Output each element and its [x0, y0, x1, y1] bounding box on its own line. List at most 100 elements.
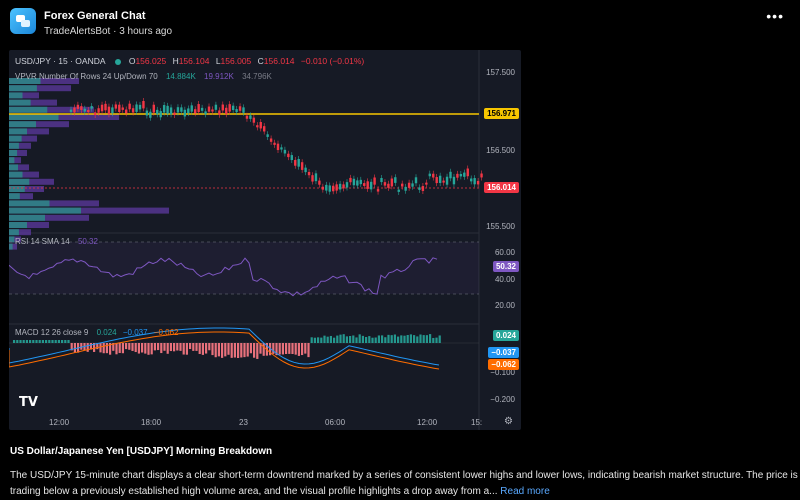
change-value: −0.010 (−0.01%) [300, 56, 365, 66]
macd-histogram-bar [150, 343, 153, 355]
macd-histogram-bar [125, 343, 128, 350]
macd-histogram-bar [377, 335, 380, 343]
macd-histogram-bar [41, 340, 44, 343]
volume-profile-up-bar [9, 128, 27, 135]
macd-histogram-bar [249, 343, 252, 354]
macd-histogram-bar [160, 343, 163, 354]
macd-hist-value: 0.024 [96, 328, 117, 337]
candle-body [107, 106, 111, 115]
volume-profile-bar [9, 171, 39, 178]
rsi-badge: 50.32 [492, 261, 519, 272]
candle-body [245, 115, 249, 119]
macd-histogram-bar [345, 336, 348, 343]
volume-profile-up-bar [9, 193, 20, 200]
candle-body [111, 107, 114, 114]
volume-profile-up-bar [9, 178, 30, 185]
volume-profile-up-bar [9, 171, 23, 178]
close-value: 156.014 [263, 56, 295, 66]
macd-histogram-bar [333, 337, 336, 343]
candle-body [435, 177, 438, 184]
candle-body [397, 189, 400, 192]
candle-body [214, 104, 218, 110]
channel-title[interactable]: Forex General Chat [44, 10, 146, 22]
macd-line-value: −0.037 [122, 328, 148, 337]
macd-histogram-bar [185, 343, 188, 355]
macd-histogram-bar [102, 343, 105, 354]
macd-histogram-bar [121, 343, 124, 354]
rsi-tick: 40.00 [494, 275, 515, 284]
candle-body [256, 125, 259, 128]
candle-body [387, 183, 390, 188]
candle-body [466, 168, 469, 177]
macd-histogram-bar [326, 336, 329, 343]
macd-histogram-bar [67, 340, 70, 343]
candle-body [366, 181, 369, 189]
more-dots-icon[interactable]: ••• [766, 8, 784, 24]
rsi-tick: 20.00 [494, 301, 515, 310]
candle-body [200, 107, 204, 111]
ohlc-legend: USD/JPY · 15 · OANDA O156.025 H156.104 L… [15, 56, 368, 66]
macd-histogram-bar [61, 340, 64, 343]
channel-header: Forex General Chat TradeAlertsBot · 3 ho… [10, 6, 790, 42]
candle-body [69, 109, 73, 112]
macd-histogram-bar [406, 334, 409, 343]
macd-histogram-bar [230, 343, 233, 358]
macd-histogram-bar [304, 343, 307, 354]
price-tick: 155.500 [486, 222, 515, 231]
candle-body [280, 147, 283, 150]
candle-body [449, 171, 452, 179]
chart-image[interactable]: USD/JPY · 15 · OANDA O156.025 H156.104 L… [9, 50, 521, 430]
high-value: 156.104 [178, 56, 210, 66]
macd-histogram-bar [179, 343, 182, 351]
volume-profile-bar [9, 222, 49, 228]
candle-body [273, 142, 276, 145]
macd-histogram-bar [157, 343, 160, 351]
candle-body [380, 178, 383, 183]
price-tick: 156.500 [486, 146, 515, 155]
candle-body [145, 110, 149, 116]
channel-avatar[interactable] [10, 8, 36, 34]
macd-histogram-bar [112, 343, 115, 351]
read-more-link[interactable]: Read more [500, 486, 550, 497]
candle-body [114, 104, 118, 109]
candle-body [369, 181, 373, 190]
candle-body [428, 173, 431, 177]
candle-body [194, 109, 197, 114]
candle-body [314, 173, 318, 182]
macd-histogram-bar [221, 343, 224, 358]
candle-body [218, 110, 221, 115]
candle-body [325, 184, 328, 191]
macd-histogram-bar [336, 335, 339, 343]
vpvr-total-volume: 34.796K [242, 72, 272, 81]
volume-profile-bar [9, 128, 49, 135]
volume-profile-bar [9, 78, 79, 84]
candle-body [390, 178, 394, 187]
volume-profile-bar [9, 236, 21, 243]
candle-body [169, 107, 173, 115]
macd-histogram-bar [329, 335, 332, 343]
macd-histogram-bar [38, 340, 41, 343]
macd-histogram-bar [131, 343, 134, 351]
candle-body [394, 177, 397, 183]
macd-histogram-bar [153, 343, 156, 351]
macd-histogram-bar [147, 343, 150, 355]
author-name[interactable]: TradeAlertsBot [44, 26, 111, 37]
macd-histogram-bar [435, 337, 438, 343]
candle-body [425, 182, 428, 185]
settings-gear-icon[interactable]: ⚙ [504, 416, 513, 427]
vpvr-label: VPVR Number Of Rows 24 Up/Down 70 [15, 72, 158, 81]
candle-body [338, 183, 342, 190]
candle-body [407, 182, 411, 188]
volume-profile-up-bar [9, 222, 27, 228]
macd-histogram-bar [246, 343, 249, 357]
candle-body [404, 186, 407, 191]
candle-body [166, 105, 169, 114]
macd-histogram-bar [22, 340, 25, 343]
macd-histogram-bar [397, 336, 400, 343]
volume-profile-bar [9, 243, 17, 250]
open-value: 156.025 [135, 56, 167, 66]
candle-body [421, 186, 425, 191]
macd-histogram-bar [201, 343, 204, 355]
macd-label: MACD 12 26 close 9 [15, 328, 89, 337]
candle-body [359, 179, 362, 185]
